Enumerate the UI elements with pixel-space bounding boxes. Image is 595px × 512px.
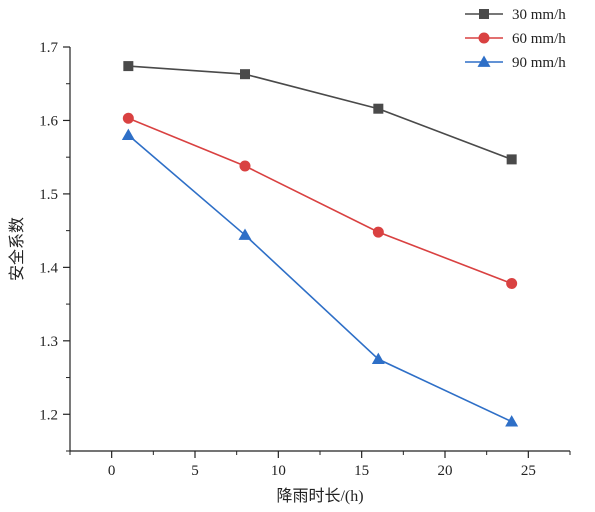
legend-marker xyxy=(478,32,490,44)
data-point xyxy=(505,415,519,427)
legend-label: 90 mm/h xyxy=(512,55,566,71)
y-axis-title: 安全系数 xyxy=(8,217,26,281)
y-tick-label: 1.4 xyxy=(39,260,58,276)
x-tick-label: 20 xyxy=(438,463,453,479)
series-1 xyxy=(123,61,517,165)
x-tick-label: 5 xyxy=(191,463,199,479)
data-point xyxy=(371,352,385,365)
legend-marker xyxy=(477,55,491,67)
data-point xyxy=(239,160,251,172)
x-tick-label: 0 xyxy=(108,463,116,479)
series-line xyxy=(127,134,513,423)
data-point xyxy=(506,154,517,165)
data-point xyxy=(121,128,135,141)
y-axis: 1.2 1.3 1.4 1.5 1.6 1.7 xyxy=(39,40,71,452)
x-tick-label: 15 xyxy=(354,463,369,479)
legend: 30 mm/h 60 mm/h 90 mm/h xyxy=(465,7,566,71)
data-point xyxy=(240,69,250,80)
y-tick-label: 1.5 xyxy=(39,187,58,203)
x-tick-label: 10 xyxy=(271,463,286,479)
legend-marker xyxy=(479,9,489,19)
legend-item: 30 mm/h xyxy=(465,7,566,23)
series-2 xyxy=(122,112,518,290)
x-axis-title: 降雨时长/(h) xyxy=(276,487,363,505)
data-point xyxy=(122,112,134,124)
series-3 xyxy=(121,128,519,427)
data-point xyxy=(123,61,134,72)
y-tick-label: 1.3 xyxy=(39,334,58,350)
series-line xyxy=(128,117,512,285)
data-point xyxy=(372,226,384,238)
legend-label: 60 mm/h xyxy=(512,31,566,47)
legend-item: 60 mm/h xyxy=(465,31,566,47)
data-point xyxy=(506,278,518,290)
data-point xyxy=(238,228,252,240)
legend-item: 90 mm/h xyxy=(465,55,566,71)
y-tick-label: 1.6 xyxy=(39,113,58,129)
series-line xyxy=(128,65,512,161)
data-point xyxy=(373,103,384,114)
y-tick-label: 1.7 xyxy=(39,40,58,56)
x-tick-label: 25 xyxy=(521,463,536,479)
x-axis: 0 5 10 15 20 25 xyxy=(69,450,571,479)
y-tick-label: 1.2 xyxy=(39,407,58,423)
plot-series xyxy=(121,61,519,427)
legend-label: 30 mm/h xyxy=(512,7,566,23)
